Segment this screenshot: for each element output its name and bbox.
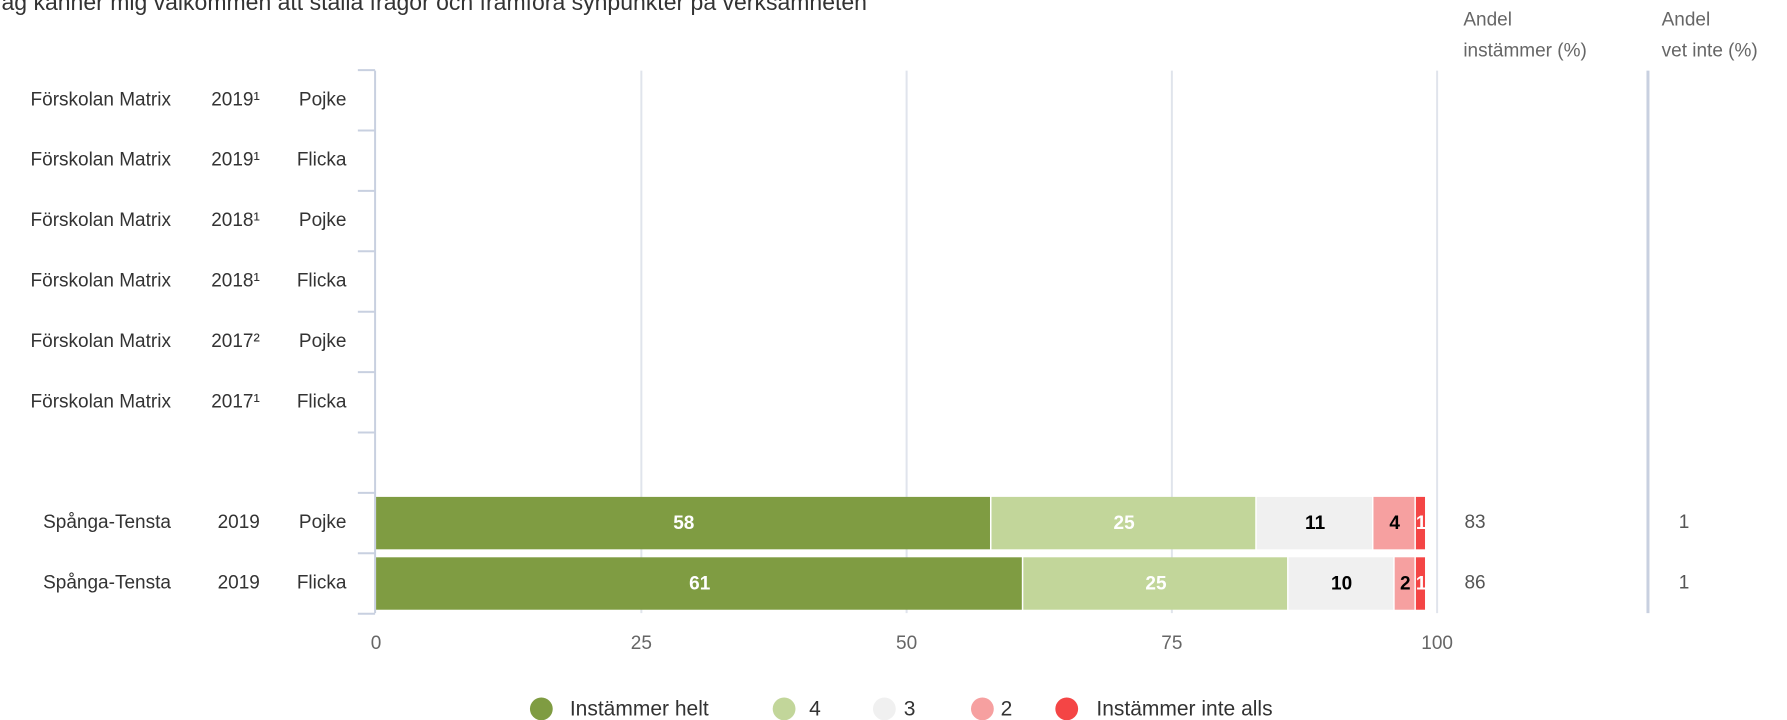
- row-unit: Förskolan Matrix: [31, 210, 172, 231]
- bar-label: 1: [1416, 513, 1427, 534]
- row-unit: Spånga-Tensta: [43, 512, 171, 533]
- chart-title: Jag känner mig välkommen att ställa fråg…: [0, 0, 867, 15]
- bar-label: 1: [1416, 574, 1427, 595]
- bar-label: 11: [1305, 513, 1326, 534]
- legend-label: 4: [809, 698, 821, 720]
- column-value: 86: [1464, 573, 1485, 594]
- x-tick-label: 75: [1161, 633, 1182, 654]
- bar-label: 61: [689, 574, 711, 595]
- row-unit: Spånga-Tensta: [43, 573, 171, 594]
- row-unit: Förskolan Matrix: [31, 331, 172, 352]
- row-gender: Pojke: [299, 210, 347, 231]
- column-header: Andel: [1463, 10, 1512, 31]
- legend-marker: [1055, 697, 1079, 720]
- column-header: Andel: [1662, 10, 1711, 31]
- row-year: 2017²: [211, 331, 260, 352]
- legend-marker: [772, 697, 796, 720]
- legend-marker: [971, 697, 994, 720]
- bar-label: 2: [1400, 574, 1411, 595]
- legend-label: Instämmer inte alls: [1096, 698, 1272, 720]
- row-year: 2019¹: [211, 150, 260, 171]
- row-gender: Pojke: [299, 89, 347, 110]
- legend-label: 3: [904, 698, 916, 720]
- bar-label: 25: [1114, 513, 1136, 534]
- column-value: 1: [1679, 573, 1690, 594]
- row-gender: Flicka: [297, 391, 347, 412]
- legend-marker: [872, 697, 896, 720]
- bar-segment: [1256, 496, 1372, 550]
- x-tick-label: 0: [371, 633, 382, 654]
- row-unit: Förskolan Matrix: [31, 391, 172, 412]
- legend-label: 2: [1001, 698, 1013, 720]
- bar-label: 10: [1331, 574, 1352, 595]
- bar-segment: [1415, 496, 1426, 550]
- row-year: 2018¹: [211, 271, 260, 292]
- bar-segment: [991, 496, 1256, 550]
- column-value: 1: [1679, 512, 1690, 533]
- column-header: instämmer (%): [1463, 40, 1587, 61]
- row-unit: Förskolan Matrix: [31, 271, 172, 292]
- bar-segment: [1415, 557, 1426, 610]
- x-tick-label: 100: [1421, 633, 1453, 654]
- row-year: 2019¹: [211, 89, 260, 110]
- row-gender: Flicka: [297, 150, 347, 171]
- bar-label: 4: [1389, 513, 1400, 534]
- bar-segment: [1288, 557, 1394, 610]
- x-tick-label: 50: [896, 633, 917, 654]
- row-year: 2017¹: [211, 391, 260, 412]
- legend-marker: [529, 697, 553, 720]
- bar-segment: [376, 557, 1022, 610]
- row-year: 2019: [218, 573, 260, 594]
- row-year: 2019: [218, 512, 260, 533]
- row-unit: Förskolan Matrix: [31, 150, 172, 171]
- x-tick-label: 25: [631, 633, 652, 654]
- bar-segment: [1394, 557, 1415, 610]
- bar-label: 58: [673, 513, 694, 534]
- row-year: 2018¹: [211, 210, 260, 231]
- column-header: vet inte (%): [1662, 40, 1758, 61]
- bar-segment: [1023, 557, 1288, 610]
- column-value: 83: [1464, 512, 1485, 533]
- row-gender: Pojke: [299, 331, 347, 352]
- row-gender: Pojke: [299, 512, 347, 533]
- row-gender: Flicka: [297, 271, 347, 292]
- bar-segment: [376, 496, 990, 550]
- bar-label: 25: [1145, 574, 1167, 595]
- legend-label: Instämmer helt: [570, 698, 709, 720]
- row-unit: Förskolan Matrix: [31, 89, 172, 110]
- row-gender: Flicka: [297, 573, 347, 594]
- bar-segment: [1373, 496, 1415, 550]
